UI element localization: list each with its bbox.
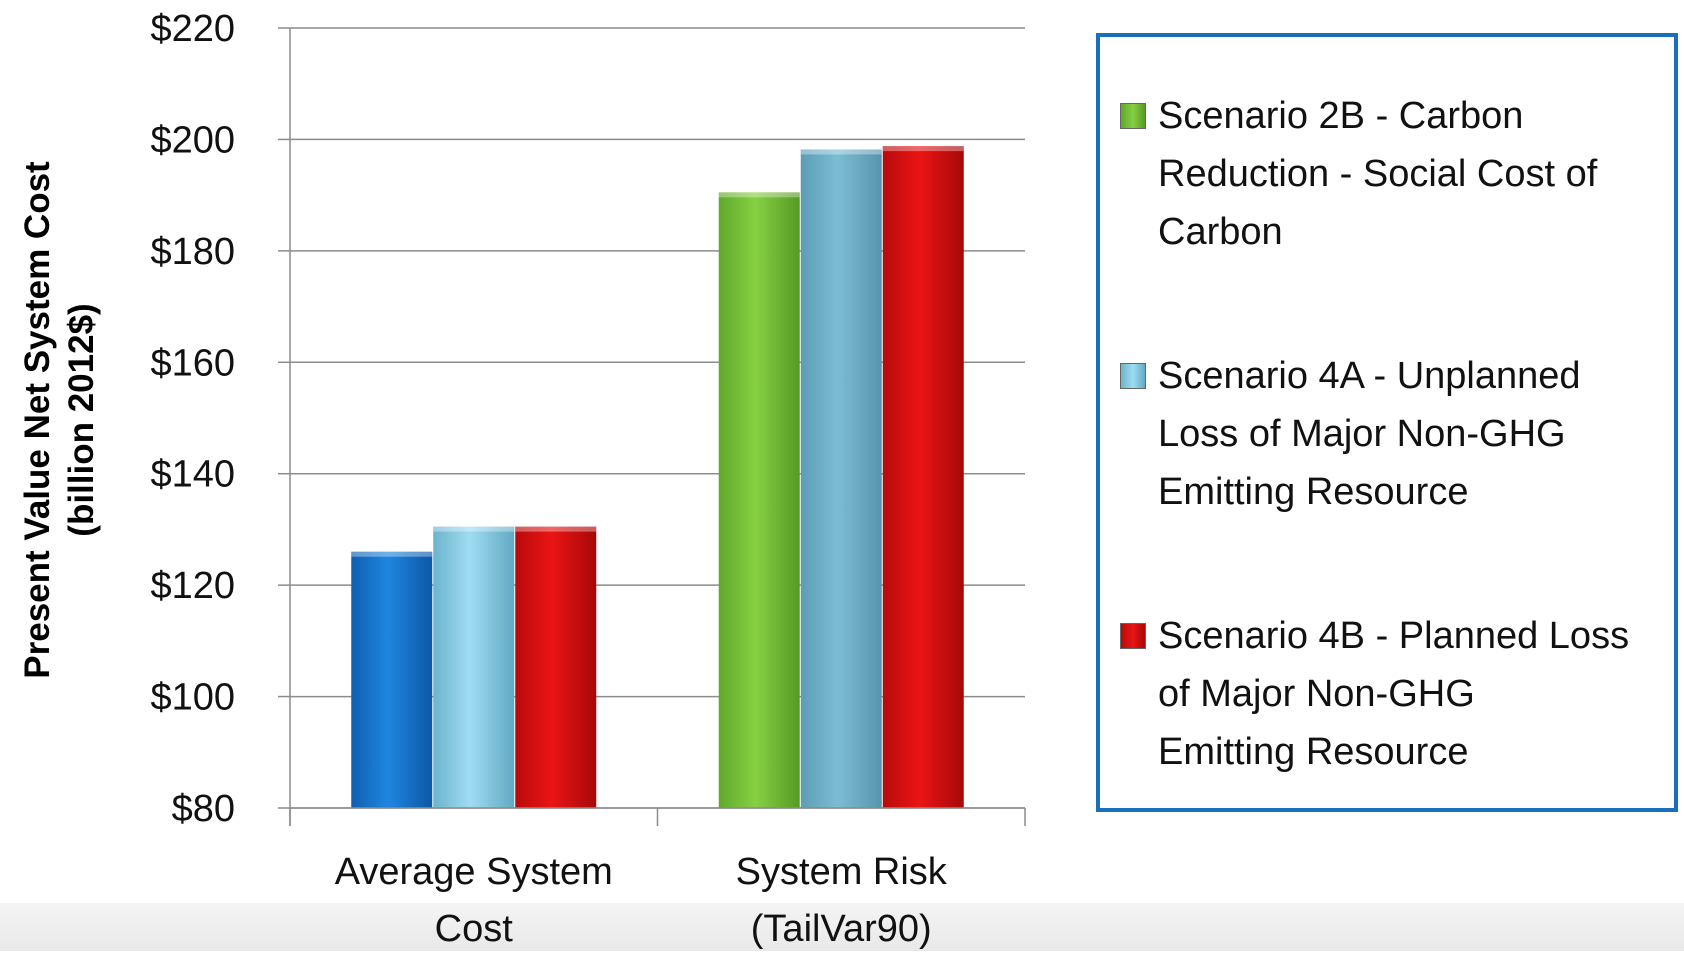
legend-line: Reduction - Social Cost of [1158, 153, 1598, 195]
y-tick-label: $180 [150, 231, 235, 273]
legend-line: of Major Non-GHG [1158, 673, 1475, 715]
bar [433, 526, 515, 808]
legend-line: Scenario 4A - Unplanned [1158, 355, 1581, 397]
y-tick-label: $80 [172, 788, 235, 830]
bar [718, 192, 800, 808]
bar-top-highlight [882, 146, 964, 152]
x-category-label: Average System [335, 851, 613, 893]
legend-line: Emitting Resource [1158, 471, 1469, 513]
bar [882, 146, 964, 809]
legend: Scenario 2B - Carbon Reduction - Social … [1096, 33, 1678, 812]
bar-top-highlight [718, 192, 800, 198]
legend-line: Scenario 2B - Carbon [1158, 95, 1524, 137]
bar-top-highlight [351, 551, 433, 557]
y-axis-title-line-2: (billion 2012$) [62, 303, 101, 537]
bottom-bar [0, 903, 1684, 951]
y-tick-label: $200 [150, 119, 235, 161]
bar-top-highlight [800, 149, 882, 155]
legend-swatch-scenario-2b [1120, 103, 1146, 129]
legend-swatch-scenario-4a [1120, 363, 1146, 389]
legend-label-scenario-4a: Scenario 4A - Unplanned Loss of Major No… [1158, 347, 1678, 521]
y-tick-label: $160 [150, 342, 235, 384]
y-tick-label: $140 [150, 454, 235, 496]
bar [351, 551, 433, 808]
legend-line: Carbon [1158, 211, 1283, 253]
y-axis-title-line-1: Present Value Net System Cost [18, 161, 57, 679]
bar-top-highlight [515, 526, 597, 532]
legend-line: Loss of Major Non-GHG [1158, 413, 1566, 455]
bar [800, 149, 882, 808]
y-tick-label: $220 [150, 8, 235, 50]
legend-label-scenario-2b: Scenario 2B - Carbon Reduction - Social … [1158, 87, 1678, 261]
legend-line: Emitting Resource [1158, 731, 1469, 773]
bar [515, 526, 597, 808]
y-tick-label: $120 [150, 565, 235, 607]
legend-line: Scenario 4B - Planned Loss [1158, 615, 1630, 657]
x-category-label: System Risk [736, 851, 948, 893]
legend-label-scenario-4b: Scenario 4B - Planned Loss of Major Non-… [1158, 607, 1678, 781]
legend-swatch-scenario-4b [1120, 623, 1146, 649]
bar-top-highlight [433, 526, 515, 532]
y-tick-label: $100 [150, 677, 235, 719]
x-category-label: Cost [435, 908, 514, 950]
x-category-label: (TailVar90) [751, 908, 932, 950]
